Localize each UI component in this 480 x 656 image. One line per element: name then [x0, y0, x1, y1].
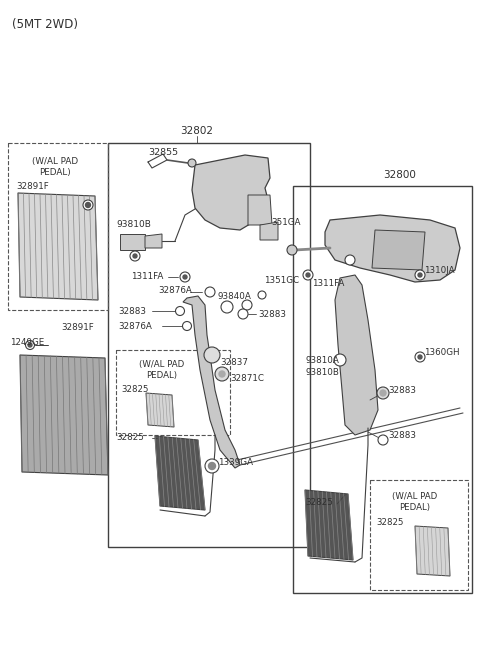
Polygon shape [192, 155, 270, 230]
Text: PEDAL): PEDAL) [39, 168, 71, 177]
Bar [116, 350, 230, 435]
Text: 32876A: 32876A [158, 286, 192, 295]
Text: 1360GH: 1360GH [424, 348, 460, 357]
Circle shape [415, 270, 425, 280]
Text: 93810B: 93810B [116, 220, 151, 229]
Text: 32800: 32800 [384, 170, 417, 180]
Polygon shape [335, 275, 378, 435]
Circle shape [221, 301, 233, 313]
Text: 1351GC: 1351GC [264, 276, 299, 285]
Circle shape [303, 270, 313, 280]
Bar [293, 186, 472, 593]
Circle shape [83, 200, 93, 210]
Circle shape [219, 371, 225, 377]
Circle shape [176, 306, 184, 316]
Text: 1249GE: 1249GE [10, 338, 44, 347]
Circle shape [208, 462, 216, 470]
Circle shape [377, 387, 389, 399]
Text: 32871C: 32871C [230, 374, 264, 383]
Polygon shape [20, 355, 108, 475]
Circle shape [238, 309, 248, 319]
Text: (W/AL PAD: (W/AL PAD [392, 492, 438, 501]
Circle shape [345, 255, 355, 265]
Polygon shape [155, 436, 205, 510]
Polygon shape [146, 393, 174, 427]
Text: 1339GA: 1339GA [218, 458, 253, 467]
Circle shape [180, 272, 190, 282]
Text: 1310JA: 1310JA [424, 266, 455, 275]
Polygon shape [415, 526, 450, 576]
Text: (5MT 2WD): (5MT 2WD) [12, 18, 78, 31]
Circle shape [28, 343, 32, 347]
Text: PEDAL): PEDAL) [146, 371, 178, 380]
Circle shape [287, 245, 297, 255]
Text: 32802: 32802 [180, 126, 214, 136]
Circle shape [242, 300, 252, 310]
Text: 32876A: 32876A [118, 322, 152, 331]
Text: 32883: 32883 [388, 431, 416, 440]
Polygon shape [260, 222, 278, 240]
Text: 32891F: 32891F [61, 323, 95, 332]
Circle shape [25, 340, 35, 350]
Polygon shape [183, 296, 240, 468]
Text: 32837: 32837 [220, 358, 248, 367]
Bar [8, 143, 108, 310]
Bar [108, 143, 310, 547]
Text: 32825: 32825 [305, 498, 333, 507]
Polygon shape [325, 215, 460, 282]
Circle shape [182, 321, 192, 331]
Circle shape [133, 254, 137, 258]
Circle shape [378, 435, 388, 445]
Text: 1311FA: 1311FA [131, 272, 163, 281]
Circle shape [418, 273, 422, 277]
Text: 93810B: 93810B [305, 368, 339, 377]
Circle shape [205, 287, 215, 297]
Circle shape [130, 251, 140, 261]
Polygon shape [120, 234, 145, 250]
Text: 32855: 32855 [148, 148, 178, 157]
Circle shape [415, 352, 425, 362]
Circle shape [380, 390, 386, 396]
Circle shape [258, 291, 266, 299]
Circle shape [204, 347, 220, 363]
Text: 32891F: 32891F [16, 182, 49, 191]
Circle shape [215, 367, 229, 381]
Text: 32825: 32825 [376, 518, 404, 527]
Polygon shape [305, 490, 353, 560]
Text: (W/AL PAD: (W/AL PAD [139, 360, 185, 369]
Circle shape [306, 273, 310, 277]
Circle shape [183, 275, 187, 279]
Circle shape [205, 459, 219, 473]
Text: 93810A: 93810A [305, 356, 339, 365]
Text: 32883: 32883 [118, 307, 146, 316]
Text: 1311FA: 1311FA [312, 279, 344, 288]
Text: 32883: 32883 [388, 386, 416, 395]
Polygon shape [248, 195, 272, 225]
Text: 351GA: 351GA [271, 218, 300, 227]
Polygon shape [18, 193, 98, 300]
Text: 93840A: 93840A [218, 292, 252, 301]
Circle shape [188, 159, 196, 167]
Text: 32825: 32825 [121, 385, 148, 394]
Polygon shape [145, 234, 162, 248]
Text: 32883: 32883 [258, 310, 286, 319]
Text: 32825: 32825 [116, 433, 144, 442]
Circle shape [418, 355, 422, 359]
Circle shape [334, 354, 346, 366]
Text: (W/AL PAD: (W/AL PAD [32, 157, 78, 166]
Polygon shape [372, 230, 425, 270]
Circle shape [85, 203, 91, 207]
Text: PEDAL): PEDAL) [399, 503, 431, 512]
Bar [370, 480, 468, 590]
